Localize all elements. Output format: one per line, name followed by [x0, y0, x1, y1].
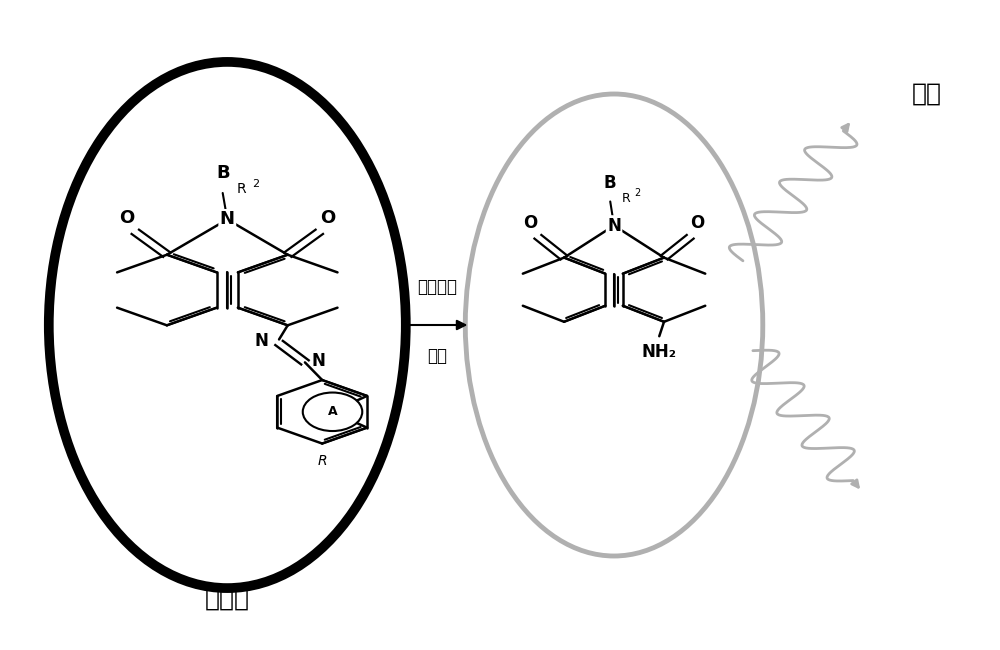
Text: B: B: [604, 174, 617, 192]
Ellipse shape: [49, 62, 406, 588]
Text: 2: 2: [253, 179, 260, 189]
Text: 荧光: 荧光: [911, 82, 941, 106]
Text: R: R: [622, 192, 631, 205]
Text: R: R: [237, 183, 247, 196]
Text: 2: 2: [634, 188, 640, 198]
Text: 胿瘷乏氧: 胿瘷乏氧: [418, 278, 458, 296]
Text: 还原: 还原: [428, 348, 448, 365]
Text: N: N: [312, 352, 326, 370]
Text: N: N: [607, 216, 621, 235]
Text: O: O: [320, 209, 336, 226]
Text: B: B: [216, 164, 230, 183]
Text: N: N: [220, 211, 235, 228]
Ellipse shape: [465, 94, 763, 556]
Text: O: O: [524, 214, 538, 232]
Circle shape: [303, 393, 362, 431]
Text: N: N: [255, 332, 269, 350]
Text: NH₂: NH₂: [642, 343, 677, 361]
Text: R: R: [317, 454, 327, 468]
Text: A: A: [328, 406, 337, 419]
Text: O: O: [690, 214, 704, 232]
Text: O: O: [119, 209, 134, 226]
Text: 无荧光: 无荧光: [205, 586, 250, 610]
